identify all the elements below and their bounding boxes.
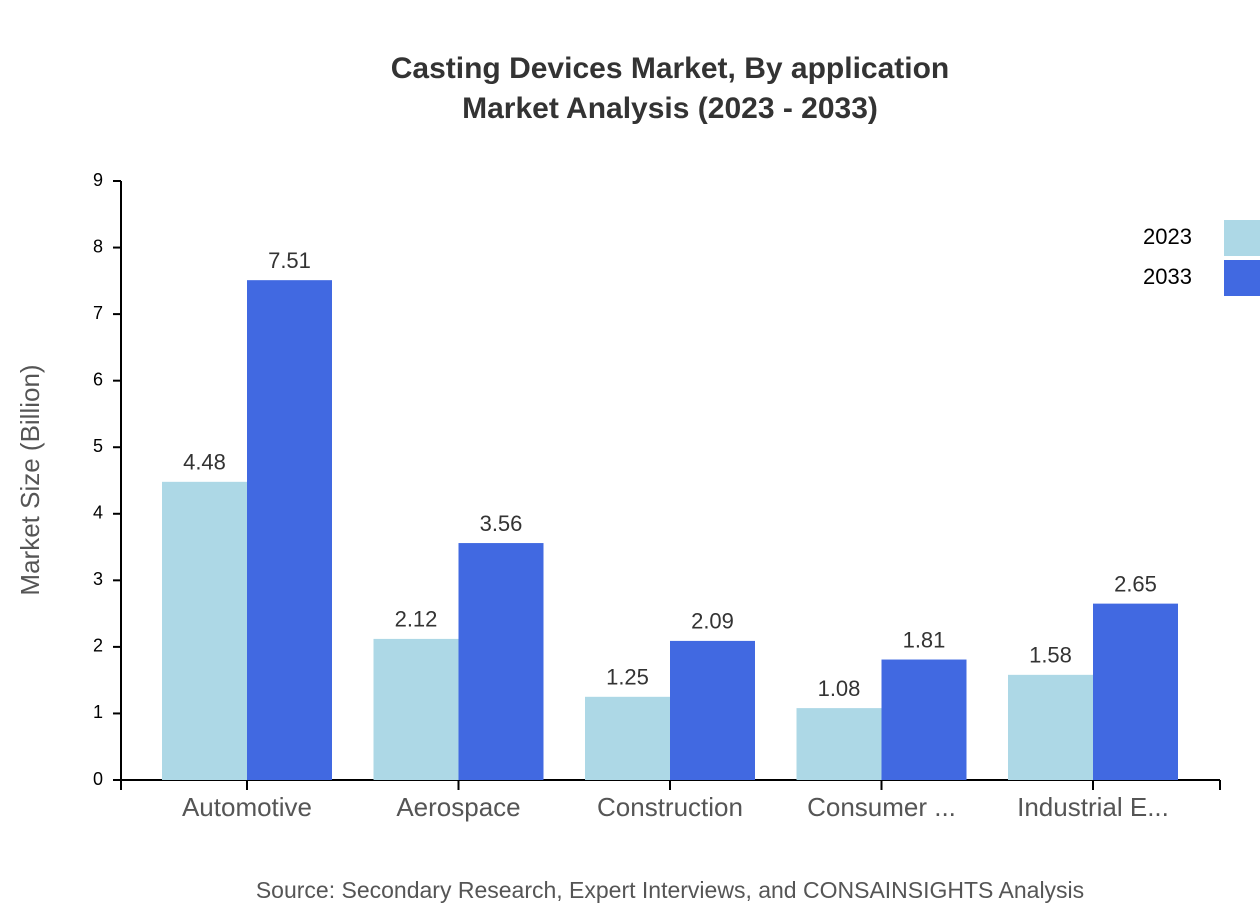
bar bbox=[458, 543, 544, 780]
x-tick-label: Automotive bbox=[182, 792, 312, 822]
x-tick-label: Consumer ... bbox=[807, 792, 956, 822]
legend-swatch bbox=[1224, 260, 1260, 296]
y-tick-label: 5 bbox=[93, 436, 103, 456]
legend-swatch bbox=[1224, 220, 1260, 256]
value-label: 2.09 bbox=[691, 609, 734, 634]
value-label: 1.58 bbox=[1029, 643, 1072, 668]
bar bbox=[373, 638, 459, 780]
legend-label: 2033 bbox=[1143, 264, 1192, 289]
x-tick-label: Construction bbox=[597, 792, 743, 822]
value-label: 4.48 bbox=[183, 450, 226, 475]
y-tick-label: 3 bbox=[93, 569, 103, 589]
bar bbox=[796, 708, 882, 780]
y-tick-label: 0 bbox=[93, 769, 103, 789]
chart-subtitle: Market Analysis (2023 - 2033) bbox=[462, 92, 878, 125]
chart-title: Casting Devices Market, By application bbox=[391, 52, 950, 85]
x-tick-label: Aerospace bbox=[396, 792, 520, 822]
y-tick-label: 4 bbox=[93, 503, 103, 523]
y-axis-label: Market Size (Billion) bbox=[15, 364, 45, 595]
source-note: Source: Secondary Research, Expert Inter… bbox=[256, 877, 1084, 903]
value-label: 2.12 bbox=[395, 607, 438, 632]
y-tick-label: 1 bbox=[93, 702, 103, 722]
y-tick-label: 7 bbox=[93, 303, 103, 323]
bar bbox=[247, 280, 332, 780]
value-label: 1.08 bbox=[818, 676, 861, 701]
y-tick-label: 8 bbox=[93, 236, 103, 256]
bar bbox=[1093, 603, 1178, 780]
y-tick-label: 2 bbox=[93, 636, 103, 656]
y-tick-label: 9 bbox=[93, 170, 103, 190]
value-label: 2.65 bbox=[1114, 571, 1157, 596]
x-tick-label: Industrial E... bbox=[1017, 792, 1169, 822]
bar bbox=[670, 640, 755, 780]
value-label: 7.51 bbox=[268, 248, 311, 273]
bar bbox=[881, 659, 967, 780]
value-label: 1.81 bbox=[903, 627, 946, 652]
legend-label: 2023 bbox=[1143, 224, 1192, 249]
value-label: 1.25 bbox=[606, 665, 649, 690]
value-label: 3.56 bbox=[480, 511, 523, 536]
bar bbox=[162, 481, 247, 780]
bar bbox=[1008, 674, 1093, 780]
y-tick-label: 6 bbox=[93, 369, 103, 389]
bar bbox=[585, 696, 670, 780]
